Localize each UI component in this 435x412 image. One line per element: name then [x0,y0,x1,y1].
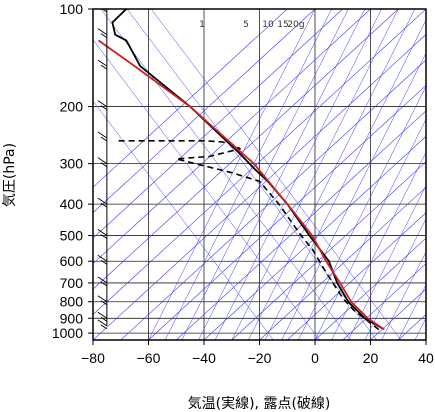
wind-barb [97,229,108,236]
wind-barb [100,316,108,322]
wind-barb [100,234,108,239]
wind-barb [100,105,108,110]
y-tick-label: 800 [60,294,84,310]
y-tick-label: 500 [60,228,84,244]
x-tick-label: 40 [418,350,434,366]
wind-barb [100,281,108,287]
wind-barb [100,300,108,306]
y-tick-label: 700 [60,275,84,291]
wind-barb [97,295,108,303]
x-axis-ticks: −80 −60 −40 −20 0 20 40 [81,340,434,366]
y-tick-label: 1000 [52,325,83,341]
wind-barb [100,64,108,70]
wind-barb [100,162,108,168]
y-tick-label: 300 [60,156,84,172]
mixing-ratio-line [151,9,402,340]
wind-barb [97,197,108,205]
mixing-ratio-label: 20g [287,20,304,30]
dry-adiabat-line [93,9,316,214]
adiabat-lines [93,9,435,340]
moist-adiabat-line [298,85,426,340]
moist-adiabat-line [148,9,316,340]
moist-adiabat-line [181,9,349,340]
moist-adiabat-line [264,19,426,340]
dry-adiabat-line [93,9,426,315]
y-tick-label: 100 [60,1,84,17]
wind-barb [97,100,108,107]
x-tick-label: −20 [248,350,272,366]
wind-barb [100,324,108,330]
dry-adiabat-line [314,237,426,340]
x-tick-label: −60 [137,350,161,366]
wind-barb [97,254,108,262]
dry-adiabat-line [203,135,426,340]
wind-barb [97,311,108,319]
moist-adiabat-line [364,218,426,340]
moist-adiabat-line [164,9,332,340]
wind-barb [100,259,108,265]
dry-adiabat-line [342,263,426,340]
wind-barb [100,33,108,39]
moist-adiabat-line [248,9,416,340]
moist-adiabat-line [348,184,426,340]
dry-adiabat-line [425,339,426,340]
y-tick-label: 900 [60,310,84,326]
dry-adiabat-line [231,161,426,340]
x-tick-label: 20 [363,350,379,366]
moist-adiabat-line [432,9,435,340]
mixing-ratio-label: 5 [243,20,249,30]
x-tick-label: 0 [311,350,319,366]
x-tick-label: −40 [192,350,216,366]
mixing-ratio-label: 15 [277,20,288,30]
mixing-ratio-label: 1 [199,20,205,30]
wind-barb [100,202,108,208]
dry-adiabat-line [93,9,343,239]
wind-barb [100,136,108,142]
dewpoint-line [115,140,380,331]
moist-adiabat-line [198,9,366,340]
moist-adiabat-line [214,9,382,340]
mixing-ratio-line [100,9,351,340]
parcel-line [97,39,385,331]
wind-barb [97,319,108,327]
x-axis-title: 気温(実線), 露点(破線) [188,396,331,412]
wind-barb [97,59,108,67]
dry-adiabat-line [259,186,426,340]
moist-adiabat-line [231,9,399,340]
dry-adiabat-line [176,110,426,340]
temperature-line [111,9,384,330]
wind-barb [101,9,108,13]
wind-barbs [97,9,108,330]
y-axis-title: 気圧(hPa) [2,143,18,207]
mixing-ratio-line [126,9,377,340]
wind-barb [106,9,107,10]
x-tick-label: −80 [81,350,105,366]
moist-adiabat-line [281,52,426,340]
dry-adiabat-line [93,34,426,340]
profile-lines [97,9,385,331]
wind-barb [97,131,108,139]
y-tick-label: 400 [60,196,84,212]
moist-adiabat-line [314,118,426,340]
mixing-ratio-label: 10 [262,20,274,30]
dry-adiabat-line [148,84,426,340]
y-tick-label: 200 [60,99,84,115]
y-tick-label: 600 [60,253,84,269]
wind-barb [97,276,108,284]
wind-barb [97,157,108,165]
moist-adiabat-line [381,251,426,340]
dry-adiabat-line [93,9,399,290]
dry-adiabat-line [287,212,426,340]
dry-adiabat-line [93,9,371,265]
mixing-ratio-line [93,100,274,340]
wind-barb [97,28,108,36]
mixing-ratio-line [93,39,320,340]
dry-adiabat-line [120,59,426,340]
